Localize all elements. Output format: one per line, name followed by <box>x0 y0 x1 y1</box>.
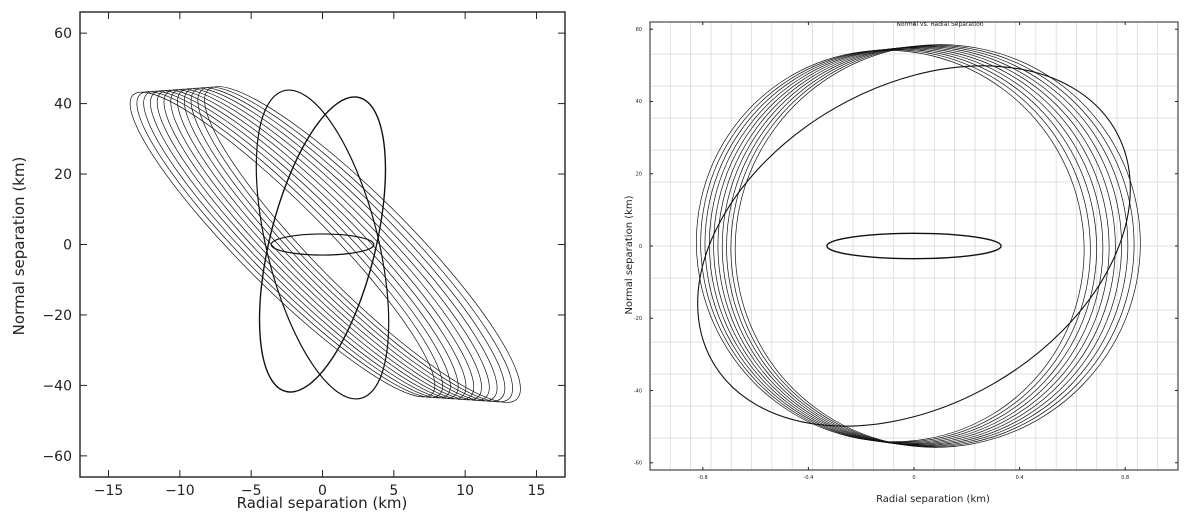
left-x-tick-label: −5 <box>241 483 262 499</box>
right-x-tick-label: -0.8 <box>698 475 708 481</box>
right-chart-title: Normal vs. Radial Separation <box>896 21 983 28</box>
left-plot-area: −15 −10 −5 0 5 10 15 −60 −40 −20 0 20 40 60 <box>42 11 566 499</box>
right-series-1-curve <box>697 65 1131 427</box>
left-x-tick-label: 10 <box>456 483 474 499</box>
left-x-tick-label: 5 <box>389 483 398 499</box>
left-series-3-curve <box>183 87 498 402</box>
left-y-axis-label: Normal separation (km) <box>10 157 28 336</box>
left-series-0-curve <box>258 96 387 393</box>
right-x-tick-label: 0.4 <box>1016 475 1024 481</box>
left-y-tick-label: 40 <box>54 96 72 112</box>
left-series-3-curve <box>204 86 521 403</box>
left-series-3-curve <box>143 90 451 399</box>
right-series-2-curve <box>726 45 1129 447</box>
right-x-tick-label: 0.8 <box>1121 475 1129 481</box>
right-series-2-curve <box>713 47 1110 445</box>
left-series-1-curve <box>255 89 390 400</box>
left-x-tick-label: −15 <box>94 483 124 499</box>
right-y-axis-label: Normal separation (km) <box>624 195 635 314</box>
left-plot-frame <box>79 11 566 478</box>
right-y-tick-label: 0 <box>639 244 642 250</box>
left-y-tick-label: −60 <box>42 449 72 465</box>
right-series <box>696 44 1141 448</box>
right-chart-svg: -0.8 -0.4 0 0.4 0.8 -60 -40 -20 0 20 40 60 Normal v… <box>624 21 1179 505</box>
left-x-tick-label: 0 <box>318 483 327 499</box>
left-x-tick-label: −10 <box>165 483 195 499</box>
left-chart-svg: −15 −10 −5 0 5 10 15 −60 −40 −20 0 20 40 60 Normal se… <box>10 11 566 512</box>
right-y-tick-label: 60 <box>636 27 642 33</box>
right-series-2-curve <box>708 48 1104 444</box>
left-y-tick-label: 60 <box>54 26 72 42</box>
right-series-2-curve <box>721 46 1122 446</box>
right-series-0-curve <box>826 232 1002 260</box>
right-y-tick-label: -20 <box>634 316 642 322</box>
right-series-2-curve <box>696 49 1085 443</box>
right-x-tick-label: -0.4 <box>804 475 814 481</box>
left-x-axis-label: Radial separation (km) <box>237 494 408 512</box>
left-series-3-curve <box>136 91 443 398</box>
left-series-3-curve <box>156 89 467 400</box>
left-series-3-curve <box>177 88 490 401</box>
left-series-2-curve <box>270 233 375 256</box>
left-series-3-curve <box>190 87 506 402</box>
right-y-tick-label: -60 <box>634 461 642 467</box>
left-series <box>129 86 521 403</box>
left-y-tick-label: 0 <box>63 237 72 253</box>
left-y-tick-label: −20 <box>42 308 72 324</box>
right-series-2-curve <box>730 44 1135 448</box>
left-y-tick-label: −40 <box>42 378 72 394</box>
right-series-2-curve <box>700 49 1091 443</box>
right-x-axis-label: Radial separation (km) <box>876 494 990 505</box>
left-series-3-curve <box>129 91 436 398</box>
right-series-2-curve <box>717 46 1116 446</box>
right-y-tick-label: -40 <box>634 388 642 394</box>
right-chart-panel: -0.8 -0.4 0 0.4 0.8 -60 -40 -20 0 20 40 60 Normal v… <box>600 0 1187 516</box>
right-x-tick-label: 0 <box>912 475 915 481</box>
right-series-2-curve <box>734 44 1141 448</box>
left-y-tick-label: 20 <box>54 167 72 183</box>
right-y-tick-label: 40 <box>636 99 642 105</box>
left-chart-panel: −15 −10 −5 0 5 10 15 −60 −40 −20 0 20 40 60 Normal se… <box>0 0 580 516</box>
left-series-3-curve <box>150 90 459 399</box>
right-plot-area: -0.8 -0.4 0 0.4 0.8 -60 -40 -20 0 20 40 60 <box>634 21 1179 481</box>
right-grid <box>650 22 1178 470</box>
right-series-2-curve <box>704 48 1097 444</box>
left-series-3-curve <box>197 86 513 403</box>
right-y-tick-label: 20 <box>636 171 642 177</box>
left-x-tick-label: 15 <box>528 483 546 499</box>
